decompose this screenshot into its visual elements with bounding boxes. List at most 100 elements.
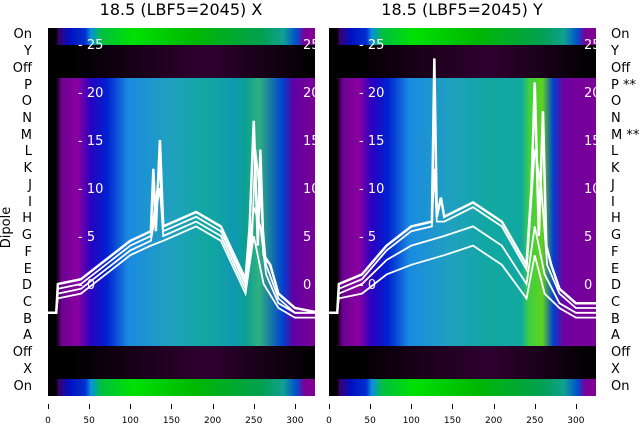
- heatmap-row: [329, 362, 596, 380]
- trace-line: [329, 225, 596, 314]
- heatmap-row: [48, 278, 315, 297]
- x-tick-label: 150: [443, 416, 462, 426]
- trace-line: [329, 58, 596, 315]
- heatmap-row: [329, 245, 596, 263]
- x-tick: [411, 404, 413, 409]
- heatmap-row: [48, 379, 315, 396]
- overlay-y-tick-label: 0: [303, 278, 311, 293]
- row-label: D: [611, 278, 622, 294]
- x-tick: [329, 404, 330, 409]
- row-label: J: [611, 177, 615, 193]
- row-label: B: [611, 311, 620, 327]
- heatmap-row: [329, 312, 596, 330]
- x-tick: [253, 404, 255, 409]
- row-label: B: [23, 311, 32, 327]
- heatmap-row: [48, 111, 315, 129]
- overlay-y-tick-label: 15: [584, 134, 596, 149]
- heatmap-row: [329, 28, 596, 46]
- heatmap-row: [329, 78, 596, 96]
- heatmap-row: [48, 161, 315, 180]
- row-label: X: [23, 361, 32, 377]
- heatmap-row: [329, 379, 596, 396]
- row-label: X: [611, 361, 620, 377]
- overlay-y-tick-label: - 5: [359, 230, 376, 245]
- heatmap-row: [48, 61, 315, 79]
- row-label: Off: [12, 345, 32, 361]
- row-label: M **: [611, 127, 640, 143]
- trace-line: [329, 149, 596, 314]
- overlay-y-tick-label: 0: [584, 278, 592, 293]
- row-label: G: [611, 228, 622, 244]
- overlay-y-tick-label: 15: [303, 134, 315, 149]
- row-label: K: [611, 161, 620, 177]
- row-label: P **: [611, 77, 636, 93]
- x-tick: [575, 404, 577, 409]
- overlay-y-tick-label: - 10: [359, 182, 384, 197]
- overlay-y-tick-label: - 5: [78, 230, 95, 245]
- x-tick-label: 300: [567, 416, 585, 426]
- x-tick-label: 250: [245, 416, 263, 426]
- x-tick: [89, 404, 91, 409]
- row-label: F: [24, 244, 32, 260]
- row-label: Off: [611, 60, 631, 76]
- x-tick: [534, 404, 536, 409]
- heatmap-row: [329, 329, 596, 347]
- heatmap-row: [48, 178, 315, 196]
- x-tick: [212, 404, 214, 409]
- row-label: On: [13, 27, 32, 43]
- overlay-y-tick-label: - 25: [359, 38, 384, 53]
- overlay-y-tick-label: - 10: [78, 182, 103, 197]
- row-label: C: [611, 295, 621, 310]
- heatmap-row: [48, 145, 315, 163]
- x-tick: [294, 404, 296, 409]
- right-panel-title: 18.5 (LBF5=2045) Y: [381, 0, 543, 19]
- overlay-y-tick-label: 10: [584, 182, 596, 197]
- heatmap-row: [48, 345, 315, 364]
- row-label: O: [611, 94, 622, 110]
- right-heatmap: - 2525- 2020- 1515- 1010- 55- 00: [329, 28, 596, 396]
- heatmap-row: [48, 295, 315, 313]
- x-tick-label: 0: [45, 416, 51, 426]
- y-axis-label: Dipole: [0, 206, 15, 249]
- heatmap-row: [329, 111, 596, 129]
- overlay-y-tick-label: 20: [303, 86, 315, 101]
- row-label: Off: [12, 60, 32, 76]
- row-label: On: [13, 378, 32, 394]
- row-label: H: [611, 211, 621, 227]
- row-label: E: [23, 261, 32, 277]
- row-label: L: [611, 144, 619, 160]
- row-label: A: [611, 328, 620, 344]
- heatmap-row: [329, 94, 596, 113]
- overlay-y-tick-label: - 20: [359, 86, 384, 101]
- x-tick-label: 300: [286, 416, 304, 426]
- overlay-y-tick-label: 25: [303, 38, 315, 53]
- row-label: N: [611, 111, 621, 126]
- heatmap-row: [48, 94, 315, 113]
- heatmap-row: [329, 161, 596, 180]
- overlay-y-tick-label: 25: [584, 38, 596, 53]
- heatmap-row: [48, 128, 315, 146]
- heatmap-row: [48, 212, 315, 230]
- row-label: C: [22, 295, 32, 310]
- row-label: On: [611, 378, 630, 394]
- overlay-y-tick-label: - 25: [78, 38, 103, 53]
- row-label: O: [21, 94, 32, 110]
- overlay-y-tick-label: 5: [584, 230, 592, 245]
- row-label: Y: [24, 44, 32, 60]
- row-label: N: [22, 111, 32, 126]
- row-label: E: [611, 261, 620, 277]
- overlay-y-tick-label: - 15: [359, 134, 384, 149]
- left-panel-title: 18.5 (LBF5=2045) X: [99, 0, 263, 19]
- heatmap-row: [48, 78, 315, 96]
- x-tick-label: 200: [204, 416, 222, 426]
- row-label: Off: [611, 345, 631, 361]
- overlay-y-tick-label: 5: [303, 230, 311, 245]
- row-label: P: [24, 77, 32, 93]
- heatmap-row: [329, 345, 596, 364]
- x-tick-label: 50: [83, 416, 95, 426]
- overlay-y-tick-label: 20: [584, 86, 596, 101]
- x-tick: [452, 404, 454, 409]
- x-tick: [171, 404, 173, 409]
- x-tick-label: 200: [485, 416, 503, 426]
- row-label: Y: [611, 44, 619, 60]
